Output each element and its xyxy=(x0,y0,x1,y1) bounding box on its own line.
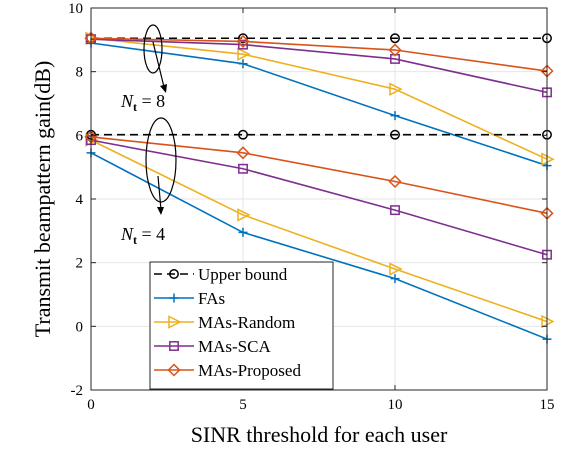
series-mas-proposed-group2-point xyxy=(236,146,250,160)
x-tick-label: 5 xyxy=(239,397,247,413)
legend-item-fas-marker xyxy=(169,293,179,303)
series-fas-group1-line xyxy=(90,42,548,167)
arrow-nt4 xyxy=(157,175,162,211)
legend-item-upper-bound-marker xyxy=(169,269,179,279)
series-mas-sca-group1-line xyxy=(90,38,548,94)
annotation-nt4: Nt = 4 xyxy=(120,224,165,247)
legend-item-mas-proposed-marker xyxy=(167,363,181,377)
legend-item-mas-random-label: MAs-Random xyxy=(198,313,295,332)
series-mas-proposed-group1-point xyxy=(236,34,250,48)
arrow-head-nt8 xyxy=(160,84,167,93)
legend-item-mas-sca-marker xyxy=(169,341,179,351)
annotation-nt8: Nt = 8 xyxy=(120,91,165,114)
series-mas-proposed-group1-point xyxy=(388,43,402,57)
series-fas-group1-point xyxy=(238,59,248,69)
legend-item-upper-bound-label: Upper bound xyxy=(198,265,288,284)
legend: Upper bound FAs MAs-Random MAs-SCA MAs-Propo… xyxy=(149,261,334,390)
series-mas-proposed-group1-line xyxy=(90,37,548,72)
y-tick-label: 0 xyxy=(76,319,84,335)
series-upper-bound-group2-point xyxy=(390,129,400,140)
series-upper-bound-group2-point xyxy=(238,129,248,140)
x-tick-label: 15 xyxy=(540,397,555,413)
series-mas-sca-group2-point xyxy=(238,163,248,174)
series-mas-sca-group1-point xyxy=(238,39,248,50)
series-mas-proposed-group2-line xyxy=(90,136,548,215)
series-fas-group2-point xyxy=(238,227,248,237)
series-mas-random-group1-line xyxy=(90,37,548,160)
legend-item-mas-proposed-label: MAs-Proposed xyxy=(198,361,301,380)
y-tick-label: 6 xyxy=(76,128,84,144)
series-mas-random-group2-point xyxy=(237,208,251,222)
y-tick-label: -2 xyxy=(71,383,84,399)
arrow-head-nt4 xyxy=(157,207,164,215)
series-fas-group2-point xyxy=(390,274,400,284)
series-mas-sca-group2-line xyxy=(90,139,548,256)
legend-item-fas-label: FAs xyxy=(198,289,225,308)
x-tick-label: 10 xyxy=(388,397,403,413)
y-tick-label: 8 xyxy=(76,65,84,81)
series-upper-bound-group1-point xyxy=(238,33,248,44)
arrow-nt8 xyxy=(152,41,165,88)
x-axis-label: SINR threshold for each user xyxy=(191,422,448,447)
legend-item-mas-sca-label: MAs-SCA xyxy=(198,337,271,356)
series-fas-group2-line xyxy=(90,152,548,340)
series-mas-random-group1-point xyxy=(389,82,403,96)
y-tick-label: 4 xyxy=(76,192,84,208)
group-ellipse-nt4 xyxy=(145,117,177,203)
y-tick-label: 10 xyxy=(68,1,83,17)
group-ellipse-nt8 xyxy=(143,24,163,74)
series-upper-bound-group1-point xyxy=(390,33,400,44)
legend-item-mas-random-marker xyxy=(168,315,182,329)
series-mas-random-group2-line xyxy=(90,139,548,323)
x-tick-label: 0 xyxy=(87,397,95,413)
y-axis-label: Transmit beampattern gain(dB) xyxy=(30,61,55,338)
series-mas-sca-group2-point xyxy=(390,205,400,216)
y-tick-label: 2 xyxy=(76,256,84,272)
series-mas-proposed-group2-point xyxy=(388,174,402,189)
annotations: Nt = 8 Nt = 4 xyxy=(120,24,177,247)
series-fas-group1-point xyxy=(390,111,400,121)
legend-box xyxy=(149,261,334,390)
series-mas-random-group2-point xyxy=(389,262,403,276)
series-mas-random-group1-point xyxy=(237,47,251,61)
